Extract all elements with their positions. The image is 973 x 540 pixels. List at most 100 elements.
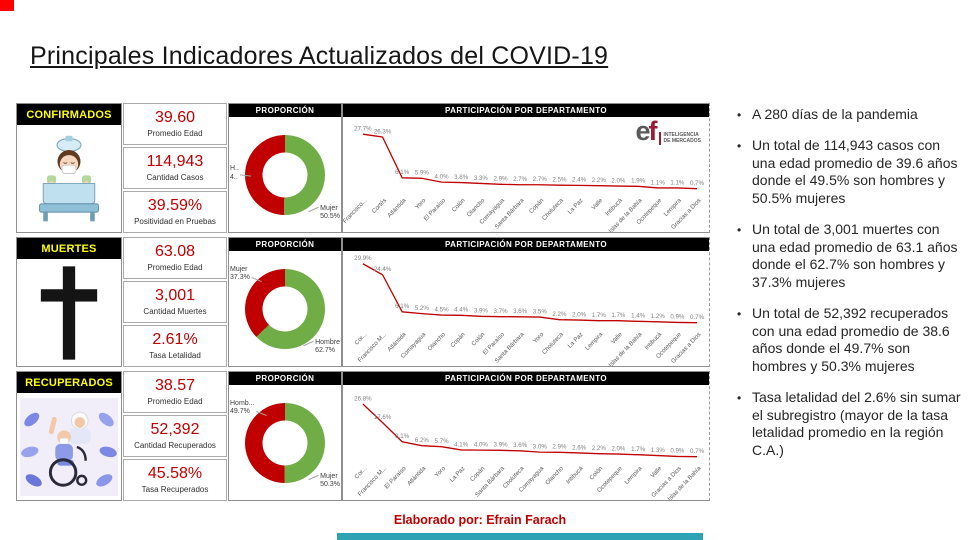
- svg-text:Yoro: Yoro: [434, 465, 448, 479]
- svg-text:27.7%: 27.7%: [354, 125, 372, 132]
- confirmados-donut-chart: H.. 4.. Mujer 50.5%: [229, 117, 341, 232]
- bullet-item: • Tasa letalidad del 2.6% sin sumar el s…: [737, 389, 965, 460]
- participation-header: PARTICIPACIÓN POR DEPARTAMENTO: [343, 238, 709, 251]
- svg-text:Valle: Valle: [649, 465, 663, 480]
- stat-value: 39.60: [154, 109, 196, 126]
- svg-text:2.5%: 2.5%: [552, 176, 566, 183]
- svg-text:Lempira: Lempira: [623, 465, 643, 486]
- svg-text:17.6%: 17.6%: [374, 414, 392, 421]
- stat-label: Cantidad Recuperados: [134, 441, 216, 450]
- svg-text:Olancho: Olancho: [426, 331, 447, 353]
- bullet-item: • Un total de 52,392 recuperados con una…: [737, 305, 965, 376]
- recuperados-proportion-panel: PROPORCIÓN Homb... 49.7% Mujer 50.3%: [228, 371, 342, 501]
- confirmados-category-panel: CONFIRMADOS: [16, 103, 122, 233]
- donut-ring: [245, 268, 325, 349]
- svg-text:1.3%: 1.3%: [651, 447, 665, 454]
- svg-text:2.2%: 2.2%: [592, 177, 606, 184]
- svg-text:1.1%: 1.1%: [670, 179, 684, 186]
- stat-label: Promedio Edad: [147, 129, 203, 138]
- svg-text:El Paraíso: El Paraíso: [383, 465, 408, 491]
- stat-label: Cantidad Casos: [146, 173, 204, 182]
- muertes-line-chart: 29.9% 24.4% 6.1% 5.2% 4.5% 4.4% 3.9% 3.7% 3.6% 3.…: [343, 251, 709, 366]
- svg-text:3.3%: 3.3%: [474, 175, 488, 182]
- bottom-teal-bar: [337, 533, 703, 540]
- participation-header: PARTICIPACIÓN POR DEPARTAMENTO: [343, 104, 709, 117]
- stat-cantidad-muertes: 3,001 Cantidad Muertes: [123, 281, 227, 323]
- svg-text:La Paz: La Paz: [567, 197, 585, 216]
- svg-text:Choluteca: Choluteca: [541, 331, 565, 356]
- muertes-stats: 63.08 Promedio Edad 3,001 Cantidad Muert…: [123, 237, 227, 367]
- svg-text:Cor...: Cor...: [353, 465, 368, 481]
- stat-label: Promedio Edad: [147, 263, 203, 272]
- svg-text:4.5%: 4.5%: [435, 306, 449, 313]
- bullet-icon: •: [737, 138, 742, 153]
- proportion-header: PROPORCIÓN: [229, 372, 341, 385]
- donut-callout: H.. 4..: [230, 165, 239, 181]
- svg-text:1.7%: 1.7%: [631, 446, 645, 453]
- stat-value: 39.59%: [147, 197, 203, 214]
- recuperados-category-panel: RECUPERADOS: [16, 371, 122, 501]
- svg-text:26.3%: 26.3%: [374, 128, 392, 135]
- svg-text:El Paraíso: El Paraíso: [423, 197, 448, 223]
- svg-text:4.0%: 4.0%: [474, 441, 488, 448]
- stat-value: 3,001: [154, 287, 196, 304]
- confirmados-participation-panel: PARTICIPACIÓN POR DEPARTAMENTO 27.7% 26.3…: [342, 103, 710, 233]
- svg-text:Francisco...: Francisco...: [343, 197, 368, 225]
- bullet-text: Tasa letalidad del 2.6% sin sumar el sub…: [752, 388, 961, 459]
- svg-text:5.9%: 5.9%: [415, 169, 429, 176]
- svg-text:Olancho: Olancho: [544, 465, 565, 487]
- sick-patient-in-bed-icon: [39, 135, 99, 221]
- row-recuperados: RECUPERADOS: [16, 371, 710, 501]
- svg-text:2.2%: 2.2%: [552, 311, 566, 318]
- svg-text:2.9%: 2.9%: [494, 176, 508, 183]
- svg-text:0.9%: 0.9%: [670, 314, 684, 321]
- svg-text:2.7%: 2.7%: [513, 176, 527, 183]
- donut-callout: Hombre 62.7%: [315, 338, 340, 355]
- svg-text:La Paz: La Paz: [567, 331, 585, 350]
- row-confirmados: CONFIRMADOS: [16, 103, 710, 233]
- svg-text:3.9%: 3.9%: [474, 308, 488, 315]
- recuperados-donut-chart: Homb... 49.7% Mujer 50.3%: [229, 385, 341, 500]
- donut-ring: [245, 402, 325, 483]
- svg-text:Colón: Colón: [470, 331, 486, 348]
- svg-text:4.0%: 4.0%: [435, 173, 449, 180]
- svg-text:Valle: Valle: [610, 331, 624, 346]
- svg-text:2.0%: 2.0%: [572, 311, 586, 318]
- bullet-icon: •: [737, 222, 742, 237]
- donut-callout: Mujer 50.3%: [320, 472, 340, 489]
- donut-callout: Mujer 50.5%: [320, 204, 340, 221]
- stat-label: Promedio Edad: [147, 397, 203, 406]
- donut-callout: Mujer 37.3%: [230, 265, 250, 282]
- svg-text:Choluteca: Choluteca: [541, 197, 565, 222]
- stat-tasa-recuperados: 45.58% Tasa Recuperados: [123, 459, 227, 501]
- confirmados-header: CONFIRMADOS: [17, 104, 121, 125]
- confirmados-illustration-box: [17, 125, 121, 232]
- stat-label: Cantidad Muertes: [143, 307, 207, 316]
- svg-text:2.9%: 2.9%: [552, 444, 566, 451]
- bullet-item: • Un total de 3,001 muertes con una edad…: [737, 221, 965, 292]
- donut-hole: [262, 286, 308, 331]
- stat-label: Positividad en Pruebas: [134, 217, 216, 226]
- proportion-header: PROPORCIÓN: [229, 104, 341, 117]
- muertes-header: MUERTES: [17, 238, 121, 259]
- svg-text:2.2%: 2.2%: [592, 445, 606, 452]
- bullet-text: Un total de 114,943 casos con una edad p…: [752, 136, 958, 207]
- proportion-header: PROPORCIÓN: [229, 238, 341, 251]
- svg-text:1.1%: 1.1%: [651, 179, 665, 186]
- svg-text:Copán: Copán: [528, 197, 545, 215]
- svg-text:Copán: Copán: [469, 465, 486, 483]
- stat-cantidad-casos: 114,943 Cantidad Casos: [123, 147, 227, 189]
- svg-text:3.8%: 3.8%: [454, 174, 468, 181]
- svg-text:Valle: Valle: [590, 197, 604, 212]
- stat-label: Tasa Recuperados: [141, 485, 209, 494]
- svg-text:Yoro: Yoro: [532, 331, 546, 345]
- svg-text:6.1%: 6.1%: [395, 303, 409, 310]
- stat-value: 63.08: [154, 243, 196, 260]
- svg-text:3.7%: 3.7%: [494, 308, 508, 315]
- svg-text:4.1%: 4.1%: [454, 441, 468, 448]
- svg-text:Intibucá: Intibucá: [565, 465, 585, 486]
- svg-text:3.6%: 3.6%: [513, 442, 527, 449]
- donut-ring: [245, 134, 325, 215]
- stat-value: 2.61%: [152, 331, 198, 348]
